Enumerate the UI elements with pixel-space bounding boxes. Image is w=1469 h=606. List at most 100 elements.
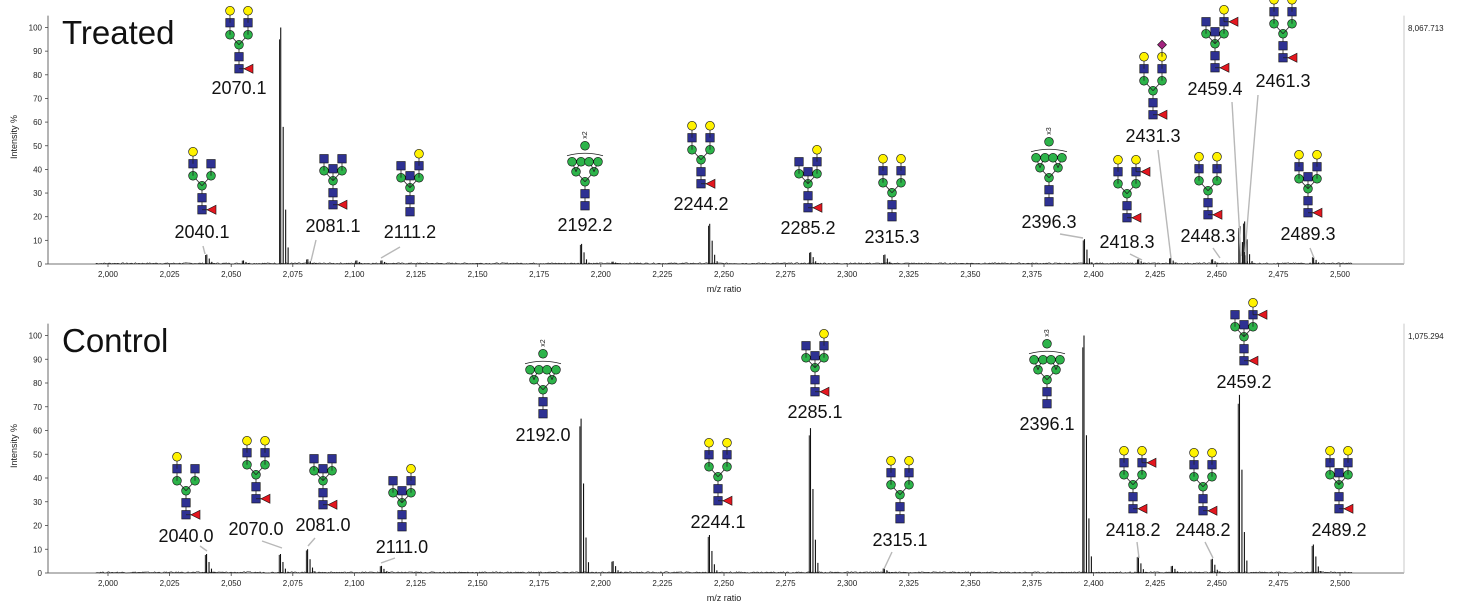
glcnac-icon — [1198, 494, 1208, 504]
mannose-icon — [576, 157, 586, 167]
fucose-icon — [206, 204, 217, 215]
glycan-structure-icon: x3 — [1028, 329, 1066, 409]
glcnac-icon — [580, 189, 590, 199]
glycan-structure-icon: x2 — [566, 131, 604, 211]
control-peak — [1210, 558, 1221, 573]
glcnac-icon — [810, 375, 820, 385]
control-x-tick-label: 2,450 — [1207, 579, 1228, 588]
mannose-icon — [1048, 153, 1058, 163]
glcnac-icon — [794, 157, 804, 167]
fucose-icon — [1343, 503, 1354, 514]
glcnac-icon — [309, 454, 319, 464]
fucose-icon — [1212, 209, 1223, 220]
control-peak — [1082, 335, 1092, 573]
fucose-icon — [1228, 16, 1239, 27]
treated-title: Treated — [62, 14, 175, 51]
peak-mz-label: 2285.1 — [787, 402, 842, 422]
glcnac-icon — [396, 161, 406, 171]
fucose-icon — [1137, 503, 1148, 514]
glcnac-icon — [1044, 185, 1054, 195]
galactose-icon — [406, 464, 416, 474]
control-y-tick-label: 70 — [33, 403, 42, 412]
glycan-structure-icon — [687, 121, 716, 189]
treated-peak-annotation: 2396.3 x3 — [1021, 127, 1084, 239]
leader-line — [1157, 149, 1172, 259]
treated-peak-annotation: 2461.3 — [1244, 0, 1311, 253]
control-y-tick-label: 60 — [33, 427, 42, 436]
treated-x-tick-label: 2,250 — [714, 270, 735, 279]
glcnac-icon — [397, 486, 407, 496]
mannose-icon — [1038, 355, 1048, 365]
control-y-tick-label: 20 — [33, 522, 42, 531]
galactose-icon — [1131, 155, 1141, 165]
treated-peak — [1137, 259, 1147, 264]
galactose-icon — [1325, 446, 1335, 456]
galactose-icon — [1248, 298, 1258, 308]
mannose-icon — [593, 157, 603, 167]
glcnac-icon — [696, 167, 706, 177]
glycan-structure-icon — [1139, 39, 1168, 120]
control-x-axis-title: m/z ratio — [707, 593, 742, 603]
galactose-icon — [1119, 446, 1129, 456]
treated-peak-annotation: 2081.1 — [305, 154, 361, 262]
treated-x-tick-label: 2,325 — [899, 270, 920, 279]
control-peak-annotation: 2040.0 — [158, 452, 214, 552]
glcnac-icon — [713, 484, 723, 494]
galactose-icon — [705, 121, 715, 131]
peak-mz-label: 2461.3 — [1255, 71, 1310, 91]
mannose-icon — [1044, 137, 1054, 147]
glcnac-icon — [1203, 198, 1213, 208]
peak-mz-label: 2418.2 — [1105, 520, 1160, 540]
glcnac-icon — [1044, 197, 1054, 207]
fucose-icon — [705, 178, 716, 189]
bracket-icon — [566, 152, 604, 157]
treated-peak — [279, 27, 289, 264]
glcnac-icon — [801, 341, 811, 351]
control-peak — [611, 561, 622, 573]
peak-mz-label: 2244.2 — [673, 194, 728, 214]
mannose-icon — [551, 365, 561, 375]
control-y-tick-label: 80 — [33, 379, 42, 388]
control-x-tick-label: 2,475 — [1268, 579, 1289, 588]
treated-max-intensity: 8,067.713 — [1408, 24, 1444, 33]
fucose-icon — [190, 509, 201, 520]
peak-mz-label: 2040.1 — [174, 222, 229, 242]
fucose-icon — [243, 63, 254, 74]
bracket-icon — [524, 360, 562, 365]
leader-line — [1136, 541, 1140, 559]
glycan-structure-icon — [801, 329, 830, 397]
treated-peak — [380, 260, 390, 264]
treated-peak-annotation: 2285.2 — [780, 145, 836, 238]
galactose-icon — [242, 436, 252, 446]
peak-mz-label: 2418.3 — [1099, 232, 1154, 252]
galactose-icon — [1294, 150, 1304, 160]
glycan-structure-icon — [1294, 150, 1323, 218]
fucose-icon — [1146, 457, 1157, 468]
glcnac-icon — [1042, 387, 1052, 397]
fucose-icon — [337, 199, 348, 210]
peak-mz-label: 2111.0 — [376, 537, 428, 557]
galactose-icon — [704, 438, 714, 448]
leader-line — [1231, 101, 1242, 257]
glycan-structure-icon — [1269, 0, 1298, 63]
treated-y-tick-label: 50 — [33, 142, 42, 151]
treated-y-tick-label: 90 — [33, 47, 42, 56]
treated-peak-annotation: 2431.3 — [1125, 39, 1181, 259]
treated-x-tick-label: 2,225 — [652, 270, 673, 279]
peak-mz-label: 2489.2 — [1311, 520, 1366, 540]
glcnac-icon — [190, 464, 200, 474]
mannose-icon — [538, 349, 548, 359]
galactose-icon — [1139, 52, 1149, 62]
glcnac-icon — [337, 154, 347, 164]
treated-x-tick-label: 2,425 — [1145, 270, 1166, 279]
glcnac-icon — [803, 167, 813, 177]
treated-peak-annotation: 2192.2 x2 — [557, 131, 612, 235]
leader-line — [1129, 253, 1143, 261]
glcnac-icon — [1239, 344, 1249, 354]
control-title: Control — [62, 322, 168, 359]
leader-line — [380, 246, 401, 259]
peak-mz-label: 2459.2 — [1216, 372, 1271, 392]
control-peak — [1311, 544, 1322, 573]
fucose-icon — [819, 386, 830, 397]
control-x-tick-label: 2,375 — [1022, 579, 1043, 588]
